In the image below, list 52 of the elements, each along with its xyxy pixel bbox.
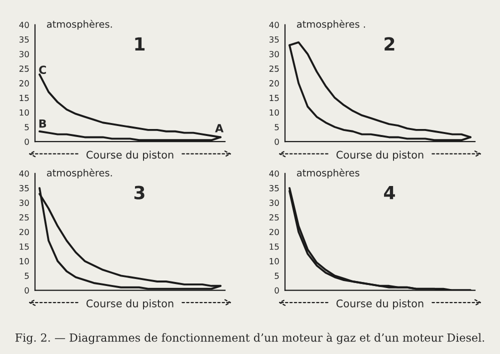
annotation: B <box>39 119 46 128</box>
y-tick-label: 30 <box>19 50 29 58</box>
y-tick-label: 5 <box>24 272 29 279</box>
annotation: A <box>215 124 224 132</box>
y-tick-label: 5 <box>274 272 279 279</box>
y-axis-title: atmosphères . <box>296 20 365 30</box>
y-tick-label: 0 <box>274 138 279 145</box>
y-tick-label: 0 <box>24 138 29 145</box>
y-tick-label: 5 <box>24 124 29 130</box>
y-tick-label: 5 <box>274 124 279 130</box>
x-axis-title: Course du piston <box>336 150 424 161</box>
y-tick-label: 25 <box>19 66 29 72</box>
text: 4 <box>384 186 395 200</box>
text: 1 <box>135 37 145 50</box>
y-tick-label: 15 <box>270 94 279 102</box>
y-tick-label: 10 <box>270 258 279 264</box>
y-tick-label: 30 <box>19 200 29 206</box>
y-tick-label: 30 <box>269 50 279 58</box>
y-axis-title: atmosphères. <box>46 168 112 178</box>
y-tick-label: 10 <box>20 258 29 264</box>
text: 2 <box>384 37 394 50</box>
y-axis-title: atmosphères. <box>46 20 112 30</box>
y-tick-label: 25 <box>19 214 29 221</box>
y-tick-label: 25 <box>269 214 279 221</box>
y-tick-label: 20 <box>269 80 279 86</box>
caption: Fig. 2. — Diagrammes de fonctionnement d’un moteur à gaz et d’un moteur Diesel. <box>15 332 484 344</box>
y-tick-label: 15 <box>20 244 29 250</box>
y-tick-label: 20 <box>19 80 29 86</box>
y-tick-label: 40 <box>19 170 29 177</box>
y-tick-label: 15 <box>20 94 29 102</box>
y-tick-label: 20 <box>269 228 279 236</box>
y-tick-label: 25 <box>269 66 279 72</box>
x-axis-title: Course du piston <box>86 299 174 310</box>
x-axis-title: Course du piston <box>86 150 174 161</box>
y-tick-label: 10 <box>270 109 279 116</box>
y-tick-label: 30 <box>269 200 279 206</box>
text: 3 <box>134 186 144 200</box>
x-axis-title: Course du piston <box>336 299 424 310</box>
y-tick-label: 0 <box>274 287 279 294</box>
y-tick-label: 10 <box>20 109 29 116</box>
y-tick-label: 20 <box>19 228 29 236</box>
y-tick-label: 0 <box>24 287 29 294</box>
y-axis-title: atmosphères <box>296 168 360 178</box>
y-tick-label: 40 <box>19 22 29 28</box>
annotation: C <box>39 66 46 74</box>
y-tick-label: 35 <box>19 185 29 192</box>
y-tick-label: 15 <box>270 244 279 250</box>
y-tick-label: 40 <box>269 22 279 28</box>
y-tick-label: 35 <box>19 36 29 43</box>
y-tick-label: 35 <box>269 185 279 192</box>
y-tick-label: 35 <box>269 36 279 43</box>
y-tick-label: 40 <box>269 170 279 177</box>
